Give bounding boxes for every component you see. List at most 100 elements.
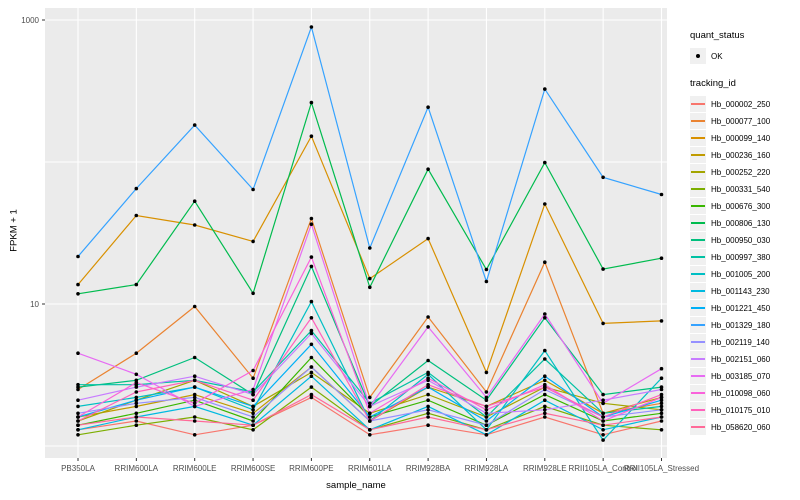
point-Hb_001329_180-RRIM601LA (368, 246, 372, 250)
point-Hb_000002_250-RRIM600LA (134, 419, 139, 423)
point-Hb_010175_010-PB350LA (76, 419, 80, 423)
legend-item-Hb_000252_220: Hb_000252_220 (690, 164, 798, 180)
point-Hb_010098_060-RRIM600LA (134, 380, 139, 385)
point-Hb_000099_140-RRIM600LA (134, 213, 139, 218)
point-Hb_000806_130-RRIM600SE (251, 291, 255, 296)
legend-label-Hb_000806_130: Hb_000806_130 (711, 218, 771, 228)
point-Hb_003185_070-RRIM600LA (134, 372, 139, 377)
legend-key-Hb_000236_160 (690, 147, 706, 163)
point-Hb_010098_060-RRIM600LE (192, 401, 197, 406)
legend-item-ok: OK (690, 48, 798, 64)
point-Hb_001329_180-RRIM928BA (426, 105, 430, 109)
point-Hb_002151_060-RRIM928LE (543, 408, 547, 412)
line-swatch-icon (691, 392, 705, 394)
line-swatch-icon (691, 341, 705, 343)
point-Hb_000676_300-RRIM928BA (426, 398, 430, 403)
x-tick-label-RRIM601LA: RRIM601LA (348, 464, 392, 473)
line-swatch-icon (691, 103, 705, 105)
point-Hb_002119_140-RRIM928BA (426, 408, 430, 412)
point-Hb_001329_180-RRII105LA_Stressed (659, 192, 664, 197)
point-Hb_010098_060-PB350LA (76, 415, 80, 419)
point-Hb_002119_140-RRII105LA_Stressed (659, 408, 664, 412)
point-Hb_000950_030-RRIM600LE (192, 355, 197, 360)
point-Hb_000236_160-RRIM600LA (134, 404, 139, 409)
point-Hb_000676_300-RRIM600PE (309, 355, 314, 360)
point-Hb_000099_140-PB350LA (76, 282, 80, 287)
point-Hb_058620_060-RRIM928BA (426, 415, 430, 419)
point-Hb_058620_060-RRIM600LE (192, 419, 197, 423)
point-Hb_002119_140-RRIM928LA (484, 423, 489, 428)
point-Hb_058620_060-RRIM601LA (368, 428, 372, 432)
legend-label-Hb_001005_200: Hb_001005_200 (711, 269, 771, 279)
point-Hb_000099_140-RRIM600PE (309, 134, 314, 138)
point-Hb_002151_060-RRIM600LA (134, 385, 139, 389)
point-Hb_002119_140-RRIM600LA (134, 401, 139, 406)
point-Hb_000236_160-RRIM600LE (192, 392, 197, 397)
line-swatch-icon (691, 222, 705, 224)
point-Hb_001329_180-RRIM600PE (309, 25, 314, 29)
point-marker-icon (696, 54, 700, 58)
point-Hb_000997_380-RRII105LA_Control (601, 411, 605, 416)
point-Hb_000099_140-RRIM600LE (192, 223, 197, 227)
line-swatch-icon (691, 290, 705, 292)
point-Hb_010175_010-RRII105LA_Control (601, 415, 605, 419)
point-Hb_000077_100-RRIM928LA (484, 390, 489, 394)
point-Hb_058620_060-RRIM928LE (543, 411, 547, 416)
line-swatch-icon (691, 137, 705, 139)
point-Hb_058620_060-PB350LA (76, 423, 80, 428)
x-tick-label-RRIM928LA: RRIM928LA (465, 464, 509, 473)
legend-quant-status-title: quant_status (690, 30, 745, 41)
point-Hb_002151_060-RRIM600SE (251, 392, 255, 397)
point-Hb_000002_250-RRIM928BA (426, 423, 430, 428)
point-Hb_001143_230-RRIM928BA (426, 404, 430, 409)
legend-item-Hb_001329_180: Hb_001329_180 (690, 317, 798, 333)
point-Hb_001221_450-RRIM600SE (251, 404, 255, 409)
legend-item-Hb_058620_060: Hb_058620_060 (690, 419, 798, 435)
legend-key-Hb_000002_250 (690, 96, 706, 112)
point-Hb_000997_380-RRIM601LA (368, 401, 372, 406)
legend-key-Hb_001221_450 (690, 300, 706, 316)
x-tick-label-RRII105LA_Stressed: RRII105LA_Stressed (624, 464, 699, 473)
point-Hb_010175_010-RRIM928LE (543, 385, 547, 389)
x-tick-label-RRIM600LE: RRIM600LE (173, 464, 217, 473)
legend-label-Hb_002151_060: Hb_002151_060 (711, 354, 771, 364)
point-Hb_002119_140-RRIM600PE (309, 365, 314, 369)
point-Hb_001221_450-RRIM928LA (484, 419, 489, 423)
point-Hb_001143_230-RRIM600PE (309, 374, 314, 379)
point-Hb_001143_230-RRIM928LA (484, 433, 489, 437)
point-Hb_002151_060-RRIM600PE (309, 331, 314, 336)
legend-item-Hb_001143_230: Hb_001143_230 (690, 283, 798, 299)
point-Hb_003185_070-PB350LA (76, 351, 80, 356)
legend-label-Hb_001143_230: Hb_001143_230 (711, 286, 770, 296)
legend-key-Hb_001005_200 (690, 266, 706, 282)
point-Hb_000676_300-RRIM600SE (251, 419, 255, 423)
point-Hb_000676_300-RRII105LA_Stressed (659, 411, 664, 416)
point-Hb_001221_450-RRIM600LE (192, 385, 197, 389)
point-Hb_000806_130-RRIM928LA (484, 267, 489, 272)
point-Hb_058620_060-RRIM600LA (134, 415, 139, 419)
point-Hb_000077_100-RRIM600LA (134, 351, 139, 356)
legend-key-Hb_000099_140 (690, 130, 706, 146)
point-Hb_003185_070-RRIM928BA (426, 325, 430, 329)
point-Hb_000676_300-RRIM600LA (134, 411, 139, 416)
point-Hb_001005_200-RRIM600LA (134, 395, 139, 400)
legend-key-Hb_010098_060 (690, 385, 706, 401)
point-Hb_010175_010-RRIM600PE (309, 316, 314, 320)
point-Hb_058620_060-RRII105LA_Stressed (659, 415, 664, 419)
point-Hb_002151_060-PB350LA (76, 398, 80, 403)
point-Hb_003185_070-RRIM600SE (251, 387, 255, 392)
legend-item-Hb_000236_160: Hb_000236_160 (690, 147, 798, 163)
point-Hb_003185_070-RRIM928LE (543, 312, 547, 316)
point-Hb_000002_250-RRIM601LA (368, 433, 372, 437)
point-Hb_010175_010-RRIM600LE (192, 378, 197, 383)
point-Hb_001221_450-RRIM928LE (543, 374, 547, 379)
legend-tracking-id-items: Hb_000002_250 Hb_000077_100 Hb_000099_140 H… (690, 96, 798, 435)
line-swatch-icon (691, 307, 705, 309)
line-swatch-icon (691, 154, 705, 156)
point-Hb_000077_100-RRIM600PE (309, 216, 314, 221)
point-Hb_010175_010-RRIM928LA (484, 404, 489, 409)
legend-label-Hb_000331_540: Hb_000331_540 (711, 184, 771, 194)
point-Hb_058620_060-RRIM600PE (309, 392, 314, 397)
